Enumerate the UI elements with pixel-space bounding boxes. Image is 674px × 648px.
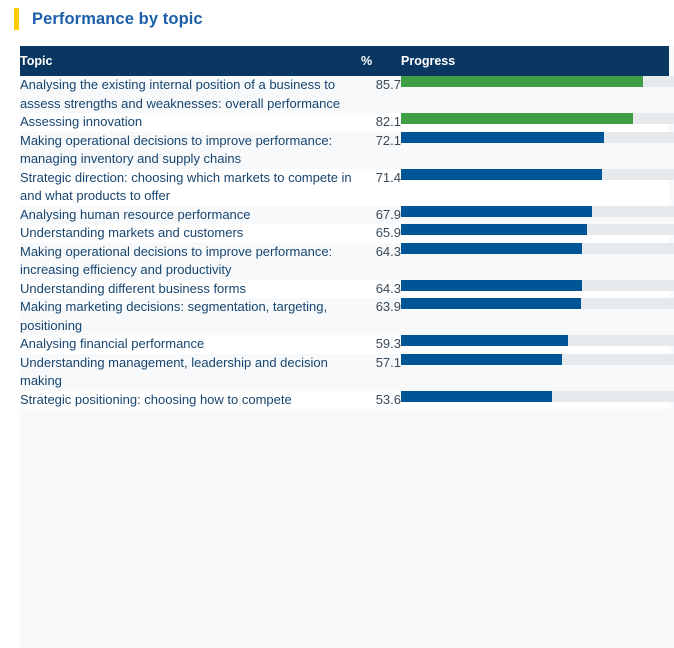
progress-track — [401, 205, 674, 217]
cell-percent: 64.3 — [375, 243, 401, 259]
progress-track — [401, 168, 674, 180]
progress-fill — [401, 279, 583, 291]
cell-topic: Understanding markets and customers — [20, 225, 244, 240]
cell-progress — [401, 113, 674, 132]
progress-track — [401, 279, 674, 291]
table-row[interactable]: Understanding management, leadership and… — [20, 353, 674, 391]
cell-topic: Analysing financial performance — [20, 336, 205, 351]
column-header-percent[interactable]: % — [361, 46, 401, 76]
table-header: Topic % Progress — [20, 46, 669, 76]
cell-percent: 82.1 — [375, 114, 401, 129]
cell-topic: Understanding different business forms — [20, 280, 246, 296]
progress-track — [401, 298, 674, 309]
table-body: Analysing the existing internal position… — [20, 76, 674, 410]
cell-progress — [401, 168, 674, 206]
cell-topic: Analysing the existing internal position… — [20, 77, 341, 111]
table-row[interactable]: Assessing innovation 82.1 — [20, 113, 674, 132]
title-accent-bar — [14, 8, 19, 30]
cell-progress — [401, 279, 674, 299]
cell-progress — [401, 298, 674, 335]
progress-fill — [401, 168, 603, 180]
cell-percent: 64.3 — [375, 280, 401, 296]
cell-percent: 72.1 — [375, 132, 401, 148]
progress-track — [401, 335, 674, 346]
page-title-row: Performance by topic — [0, 0, 674, 30]
table-row[interactable]: Understanding markets and customers 65.9 — [20, 224, 674, 243]
cell-progress — [401, 242, 674, 280]
table-row[interactable]: Strategic positioning: choosing how to c… — [20, 390, 674, 410]
table-row[interactable]: Making marketing decisions: segmentation… — [20, 298, 674, 335]
cell-progress — [401, 205, 674, 225]
progress-fill — [401, 113, 633, 124]
cell-topic: Strategic direction: choosing which mark… — [20, 169, 352, 204]
cell-percent: 65.9 — [375, 225, 401, 240]
progress-track — [401, 131, 674, 143]
table-row[interactable]: Analysing financial performance 59.3 — [20, 335, 674, 354]
table-row[interactable]: Analysing human resource performance 67.9 — [20, 205, 674, 225]
table-row[interactable]: Making operational decisions to improve … — [20, 242, 674, 280]
cell-topic: Understanding management, leadership and… — [20, 354, 328, 389]
table-header-row: Topic % Progress — [20, 46, 669, 76]
progress-fill — [401, 298, 582, 309]
cell-percent: 57.1 — [375, 354, 401, 370]
cell-percent: 63.9 — [375, 299, 401, 314]
progress-fill — [401, 76, 643, 87]
cell-progress — [401, 353, 674, 391]
cell-topic: Making marketing decisions: segmentation… — [20, 299, 328, 333]
column-header-progress[interactable]: Progress — [401, 46, 669, 76]
progress-track — [401, 242, 674, 254]
cell-progress — [401, 390, 674, 410]
progress-fill — [401, 390, 553, 402]
performance-card: Topic % Progress Analysing the existing … — [20, 46, 674, 648]
table-row[interactable]: Making operational decisions to improve … — [20, 131, 674, 169]
table-row[interactable]: Strategic direction: choosing which mark… — [20, 168, 674, 206]
cell-percent: 67.9 — [375, 206, 401, 222]
progress-track — [401, 224, 674, 235]
cell-topic: Assessing innovation — [20, 114, 143, 129]
cell-percent: 85.7 — [375, 77, 401, 92]
progress-fill — [401, 131, 605, 143]
table-row[interactable]: Analysing the existing internal position… — [20, 76, 674, 113]
cell-percent: 59.3 — [375, 336, 401, 351]
column-header-topic[interactable]: Topic — [20, 46, 361, 76]
progress-track — [401, 353, 674, 365]
cell-topic: Making operational decisions to improve … — [20, 243, 333, 278]
performance-table: Topic % Progress Analysing the existing … — [20, 46, 674, 410]
page-title: Performance by topic — [32, 10, 203, 28]
progress-fill — [401, 335, 569, 346]
progress-track — [401, 76, 674, 87]
progress-track — [401, 113, 674, 124]
table-row[interactable]: Understanding different business forms 64… — [20, 279, 674, 299]
cell-topic: Analysing human resource performance — [20, 206, 251, 222]
cell-percent: 53.6 — [375, 391, 401, 407]
progress-fill — [401, 353, 563, 365]
cell-progress — [401, 76, 674, 113]
cell-progress — [401, 335, 674, 354]
cell-percent: 71.4 — [375, 169, 401, 185]
cell-progress — [401, 224, 674, 243]
progress-fill — [401, 242, 583, 254]
progress-track — [401, 390, 674, 402]
progress-fill — [401, 224, 587, 235]
cell-topic: Making operational decisions to improve … — [20, 132, 333, 167]
cell-progress — [401, 131, 674, 169]
progress-fill — [401, 205, 593, 217]
cell-topic: Strategic positioning: choosing how to c… — [20, 391, 292, 407]
